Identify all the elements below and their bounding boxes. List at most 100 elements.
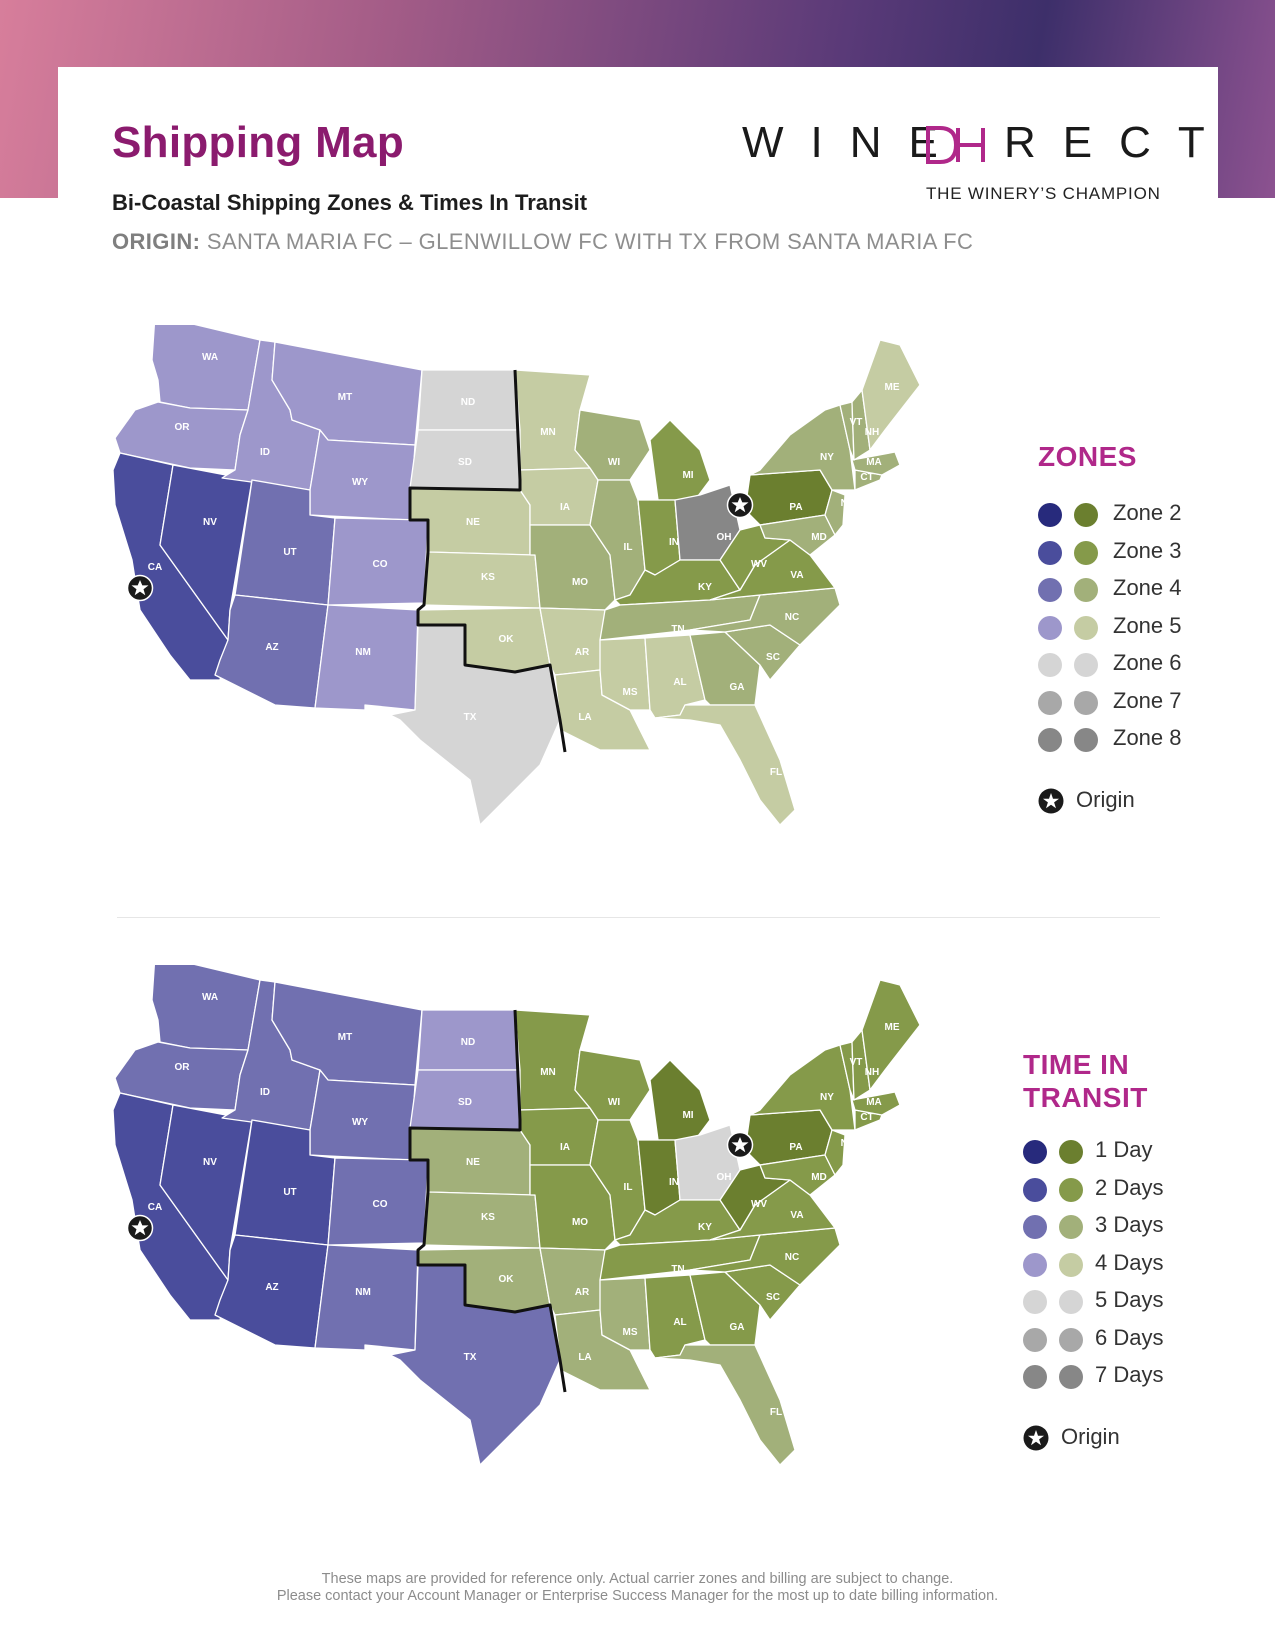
zones-legend-swatch-east: [1074, 578, 1098, 602]
transit-legend-swatch-west: [1023, 1215, 1047, 1239]
state-label-nm: NM: [355, 1287, 371, 1298]
state-label-vt: VT: [850, 417, 863, 428]
state-label-fl: FL: [770, 1407, 782, 1418]
state-nj: [824, 1129, 846, 1176]
winedirect-logo: WINE RECT: [742, 118, 1205, 168]
state-label-ga: GA: [730, 1322, 745, 1333]
state-label-nm: NM: [355, 647, 371, 658]
state-label-pa: PA: [789, 502, 802, 513]
zones-legend-swatch-east: [1074, 728, 1098, 752]
state-label-tx: TX: [464, 1352, 477, 1363]
zones-legend-swatch-east: [1074, 615, 1098, 640]
zones-legend-swatch-west: [1038, 503, 1062, 527]
zones-legend-swatch-west: [1038, 540, 1062, 565]
transit-legend-label: 3 Days: [1095, 1212, 1164, 1237]
transit-legend-swatch-west: [1023, 1327, 1047, 1352]
state-label-ma: MA: [866, 1097, 882, 1108]
state-label-ks: KS: [481, 1212, 495, 1223]
state-label-pa: PA: [789, 1142, 802, 1153]
state-label-ut: UT: [283, 1187, 296, 1198]
transit-legend-swatch-east: [1059, 1252, 1083, 1277]
state-label-al: AL: [673, 677, 686, 688]
state-label-wi: WI: [608, 1097, 620, 1108]
state-label-in: IN: [669, 537, 679, 548]
zones-legend-swatch-east: [1074, 690, 1098, 715]
state-label-wy: WY: [352, 477, 368, 488]
origin-star-icon: [1023, 1425, 1049, 1450]
state-label-ia: IA: [560, 502, 570, 513]
state-label-oh: OH: [717, 1172, 732, 1183]
state-label-mo: MO: [572, 577, 588, 588]
state-label-nd: ND: [461, 397, 475, 408]
transit-legend-label: 2 Days: [1095, 1174, 1164, 1200]
state-ma: [851, 1091, 901, 1116]
state-label-ny: NY: [820, 1092, 834, 1103]
transit-legend-swatch-west: [1023, 1365, 1047, 1389]
state-or: [114, 401, 249, 471]
state-me: [861, 339, 921, 451]
state-label-wa: WA: [202, 992, 218, 1003]
state-label-me: ME: [885, 382, 900, 393]
transit-legend-swatch-west: [1023, 1252, 1047, 1277]
state-label-sd: SD: [458, 1097, 472, 1108]
state-label-wv: WV: [751, 559, 767, 570]
page-title: Shipping Map: [112, 118, 405, 167]
transit-legend-label: 6 Days: [1095, 1324, 1164, 1350]
state-label-ut: UT: [283, 547, 296, 558]
state-label-md: MD: [811, 1172, 827, 1183]
zones-legend-label: Zone 4: [1113, 575, 1182, 600]
state-mi: [649, 1059, 711, 1141]
fulfillment-boundary-line: [408, 369, 567, 753]
state-label-ar: AR: [575, 1287, 590, 1298]
state-label-ky: KY: [698, 1222, 712, 1233]
state-label-md: MD: [811, 532, 827, 543]
state-label-nc: NC: [785, 1252, 799, 1263]
state-label-in: IN: [669, 1177, 679, 1188]
zones-legend-swatch-west: [1038, 615, 1062, 640]
state-label-oh: OH: [717, 532, 732, 543]
state-label-co: CO: [373, 1199, 388, 1210]
transit-legend-swatch-east: [1059, 1215, 1083, 1239]
zones-legend-origin-label: Origin: [1076, 786, 1135, 812]
state-label-ky: KY: [698, 582, 712, 593]
state-label-al: AL: [673, 1317, 686, 1328]
state-label-ct: CT: [860, 472, 873, 483]
zones-legend-label: Zone 3: [1113, 537, 1182, 563]
state-label-wy: WY: [352, 1117, 368, 1128]
origin-marker-ca: [126, 1214, 154, 1242]
transit-legend-item: 5 Days: [1023, 1284, 1163, 1322]
transit-legend-title-line1: TIME IN: [1023, 1049, 1130, 1080]
origin-marker-oh: [726, 1131, 754, 1159]
transit-legend-item: 6 Days: [1023, 1322, 1163, 1360]
state-label-id: ID: [260, 1087, 270, 1098]
zones-legend-title: ZONES: [1038, 441, 1137, 472]
state-label-ms: MS: [623, 1327, 638, 1338]
zones-legend-item: Zone 7: [1038, 685, 1182, 723]
origin-star-icon: [1038, 788, 1064, 813]
transit-legend-item: 7 Days: [1023, 1359, 1163, 1397]
state-label-ma: MA: [866, 457, 882, 468]
state-label-ny: NY: [820, 452, 834, 463]
transit-legend-swatch-west: [1023, 1290, 1047, 1314]
transit-legend-label: 4 Days: [1095, 1249, 1164, 1275]
state-label-id: ID: [260, 447, 270, 458]
state-label-va: VA: [790, 1210, 803, 1221]
state-label-wa: WA: [202, 352, 218, 363]
transit-legend-origin-label: Origin: [1061, 1423, 1120, 1449]
state-label-ne: NE: [466, 517, 480, 528]
state-ny: [749, 404, 856, 491]
zones-legend-label: Zone 8: [1113, 725, 1182, 750]
state-label-wv: WV: [751, 1199, 767, 1210]
transit-legend-swatch-east: [1059, 1365, 1083, 1389]
state-label-mi: MI: [682, 1110, 693, 1121]
transit-legend: TIME IN TRANSIT 1 Day 2 Days 3 Days 4 Days 5…: [1023, 1048, 1163, 1455]
transit-legend-swatch-east: [1059, 1290, 1083, 1314]
state-ia: [519, 1107, 599, 1166]
state-label-tx: TX: [464, 712, 477, 723]
origin-text: SANTA MARIA FC – GLENWILLOW FC WITH TX F…: [206, 229, 974, 254]
state-label-ne: NE: [466, 1157, 480, 1168]
state-label-nv: NV: [203, 517, 217, 528]
transit-legend-label: 5 Days: [1095, 1287, 1164, 1312]
state-label-ct: CT: [860, 1112, 873, 1123]
logo-dh-mark-icon: [926, 126, 985, 164]
